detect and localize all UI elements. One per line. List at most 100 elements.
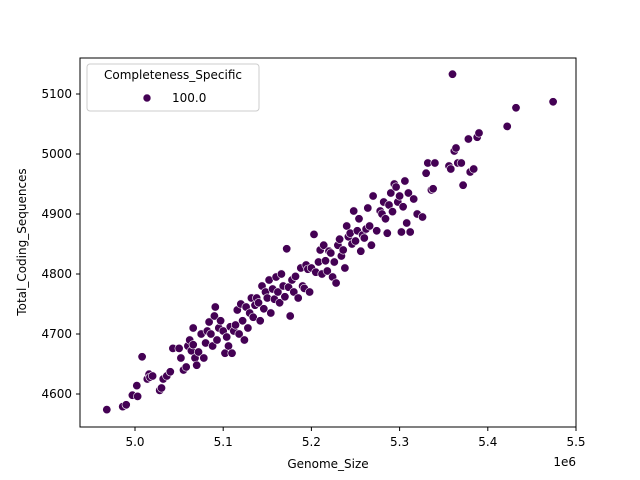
data-point <box>254 298 264 308</box>
scatter-points <box>102 69 558 415</box>
data-point <box>199 353 209 363</box>
data-point <box>188 340 198 350</box>
legend-entry-label: 100.0 <box>172 91 206 105</box>
data-point <box>366 240 376 250</box>
data-point <box>398 202 408 212</box>
data-point <box>338 245 348 255</box>
data-point <box>391 182 401 192</box>
data-point <box>121 400 131 410</box>
data-point <box>354 214 364 224</box>
data-point <box>290 271 300 281</box>
data-point <box>133 391 143 401</box>
data-point <box>342 221 352 231</box>
data-point <box>382 228 392 238</box>
y-axis-label: Total_Coding_Sequences <box>15 168 29 316</box>
x-axis-label: Genome_Size <box>287 457 368 471</box>
data-point <box>331 278 341 288</box>
data-point <box>335 234 345 244</box>
data-point <box>387 207 397 217</box>
data-point <box>137 352 147 362</box>
data-point <box>395 191 405 201</box>
data-point <box>502 121 512 131</box>
data-point <box>447 69 457 79</box>
x-tick-label: 5.0 <box>125 435 144 449</box>
data-point <box>204 317 214 327</box>
data-point <box>340 263 350 273</box>
x-tick-label: 5.5 <box>566 435 585 449</box>
x-tick-label: 5.1 <box>214 435 233 449</box>
data-point <box>380 214 390 224</box>
data-point <box>231 320 241 330</box>
data-point <box>289 287 299 297</box>
data-point <box>192 360 202 370</box>
x-tick-label: 5.4 <box>478 435 497 449</box>
data-point <box>430 158 440 168</box>
axes-frame <box>79 57 577 428</box>
y-tick-label: 5100 <box>41 87 72 101</box>
x-tick-label: 5.2 <box>302 435 321 449</box>
data-point <box>194 347 204 357</box>
data-point <box>409 194 419 204</box>
data-point <box>309 229 319 239</box>
y-tick-label: 5000 <box>41 147 72 161</box>
y-tick-label: 4900 <box>41 207 72 221</box>
data-point <box>188 323 198 333</box>
data-point <box>372 226 382 236</box>
legend-marker-icon <box>142 93 152 103</box>
data-point <box>157 383 167 393</box>
data-point <box>238 316 248 326</box>
data-point <box>329 257 339 267</box>
data-point <box>210 302 220 312</box>
x-axis-offset-label: 1e6 <box>553 455 576 469</box>
data-point <box>208 341 218 351</box>
data-point <box>319 240 329 250</box>
data-point <box>451 143 461 153</box>
x-tick-label: 5.3 <box>390 435 409 449</box>
data-point <box>400 176 410 186</box>
legend-title: Completeness_Specific <box>104 68 242 82</box>
data-point <box>227 348 237 358</box>
data-point <box>255 316 265 326</box>
data-point <box>350 236 360 246</box>
data-point <box>102 405 112 415</box>
data-point <box>176 353 186 363</box>
data-point <box>181 362 191 372</box>
data-point <box>239 335 249 345</box>
data-point <box>132 381 142 391</box>
data-point <box>511 103 521 113</box>
data-point <box>428 184 438 194</box>
data-point <box>206 329 216 339</box>
data-point <box>243 323 253 333</box>
data-point <box>356 246 366 256</box>
data-point <box>396 227 406 237</box>
data-point <box>276 269 286 279</box>
data-point <box>275 298 285 308</box>
data-point <box>234 329 244 339</box>
data-point <box>280 292 290 302</box>
data-point <box>259 304 269 314</box>
data-point <box>469 164 479 174</box>
y-tick-label: 4700 <box>41 327 72 341</box>
data-point <box>417 212 427 222</box>
data-point <box>148 371 158 381</box>
y-tick-label: 4600 <box>41 387 72 401</box>
data-point <box>322 266 332 276</box>
data-point <box>326 248 336 258</box>
y-tick-label: 4800 <box>41 267 72 281</box>
data-point <box>212 335 222 345</box>
data-point <box>248 312 258 322</box>
data-point <box>365 221 375 231</box>
data-point <box>165 367 175 377</box>
legend: Completeness_Specific 100.0 <box>86 63 260 112</box>
y-axis-ticks: 4600 4700 4800 4900 5000 5100 <box>41 87 80 401</box>
data-point <box>402 218 412 228</box>
data-point <box>548 97 558 107</box>
data-point <box>285 311 295 321</box>
data-point <box>463 134 473 144</box>
data-point <box>282 244 292 254</box>
data-point <box>403 188 413 198</box>
data-point <box>209 311 219 321</box>
data-point <box>293 293 303 303</box>
legend-box <box>86 63 260 112</box>
data-point <box>320 256 330 266</box>
